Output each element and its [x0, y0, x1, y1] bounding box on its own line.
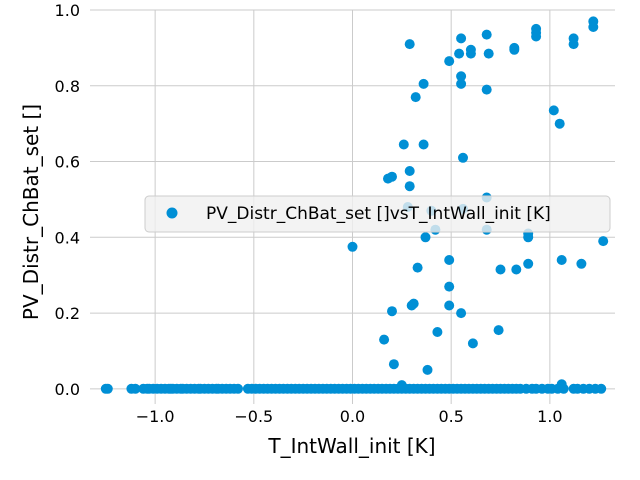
data-point [233, 383, 243, 394]
data-point [404, 166, 415, 176]
y-tick-label: 0.8 [55, 77, 80, 96]
data-point [531, 31, 542, 42]
data-point [558, 383, 569, 394]
data-point [420, 232, 431, 243]
data-point [432, 327, 443, 337]
data-point [511, 264, 522, 275]
x-tick-label: 0.5 [438, 407, 463, 426]
data-point [576, 258, 587, 269]
x-tick-labels: −1.0 −0.5 0.0 0.5 1.0 [136, 407, 563, 426]
data-point [408, 298, 419, 309]
x-tick-label: 1.0 [537, 407, 562, 426]
data-point [481, 29, 492, 40]
data-point [388, 359, 399, 370]
data-point [418, 139, 429, 150]
data-point [554, 118, 565, 129]
data-point [404, 181, 415, 192]
data-point [102, 383, 113, 394]
data-point [456, 308, 467, 319]
legend: PV_Distr_ChBat_set []vsT_IntWall_init [K… [144, 195, 611, 233]
data-point [509, 44, 520, 55]
data-point [418, 78, 429, 89]
data-point [398, 139, 409, 150]
data-point [456, 71, 467, 82]
data-point [444, 281, 455, 292]
data-point [422, 364, 433, 375]
data-point [556, 255, 567, 265]
data-point [410, 92, 421, 103]
data-points [100, 16, 609, 394]
x-tick-label: −1.0 [136, 407, 175, 426]
x-tick-label: −0.5 [234, 407, 273, 426]
y-tick-label: 0.0 [55, 380, 80, 399]
legend-marker [166, 207, 178, 219]
data-point [347, 241, 358, 252]
y-tick-labels: 0.0 0.2 0.4 0.6 0.8 1.0 [55, 1, 80, 399]
data-point [596, 383, 607, 394]
data-point [387, 171, 397, 182]
data-point [456, 78, 467, 89]
y-tick-label: 0.2 [55, 304, 80, 323]
data-point [458, 152, 468, 163]
data-point [387, 306, 397, 317]
data-point [483, 48, 494, 59]
data-point [523, 258, 534, 269]
data-point [568, 39, 579, 50]
data-point [456, 33, 467, 44]
data-point [130, 383, 141, 394]
data-point [493, 325, 504, 336]
legend-series-label: PV_Distr_ChBat_set []vsT_IntWall_init [K… [206, 204, 551, 224]
legend-box [144, 195, 611, 233]
data-point [444, 56, 455, 67]
y-axis-label: PV_Distr_ChBat_set [] [19, 104, 43, 320]
data-point [465, 48, 476, 59]
data-point [404, 39, 415, 50]
data-point [444, 300, 455, 311]
y-tick-label: 0.4 [55, 228, 80, 247]
data-point [412, 262, 423, 273]
data-point [454, 48, 465, 59]
y-tick-label: 0.6 [55, 153, 80, 172]
data-point [379, 334, 390, 345]
x-axis-label: T_IntWall_init [K] [267, 434, 435, 458]
data-point [548, 105, 559, 116]
data-point [481, 84, 492, 95]
x-tick-label: 0.0 [340, 407, 365, 426]
data-point [444, 255, 455, 265]
y-tick-label: 1.0 [55, 1, 80, 20]
data-point [598, 236, 609, 247]
data-point [467, 338, 478, 349]
data-point [523, 232, 534, 243]
data-point [495, 264, 506, 275]
data-point [588, 22, 599, 32]
